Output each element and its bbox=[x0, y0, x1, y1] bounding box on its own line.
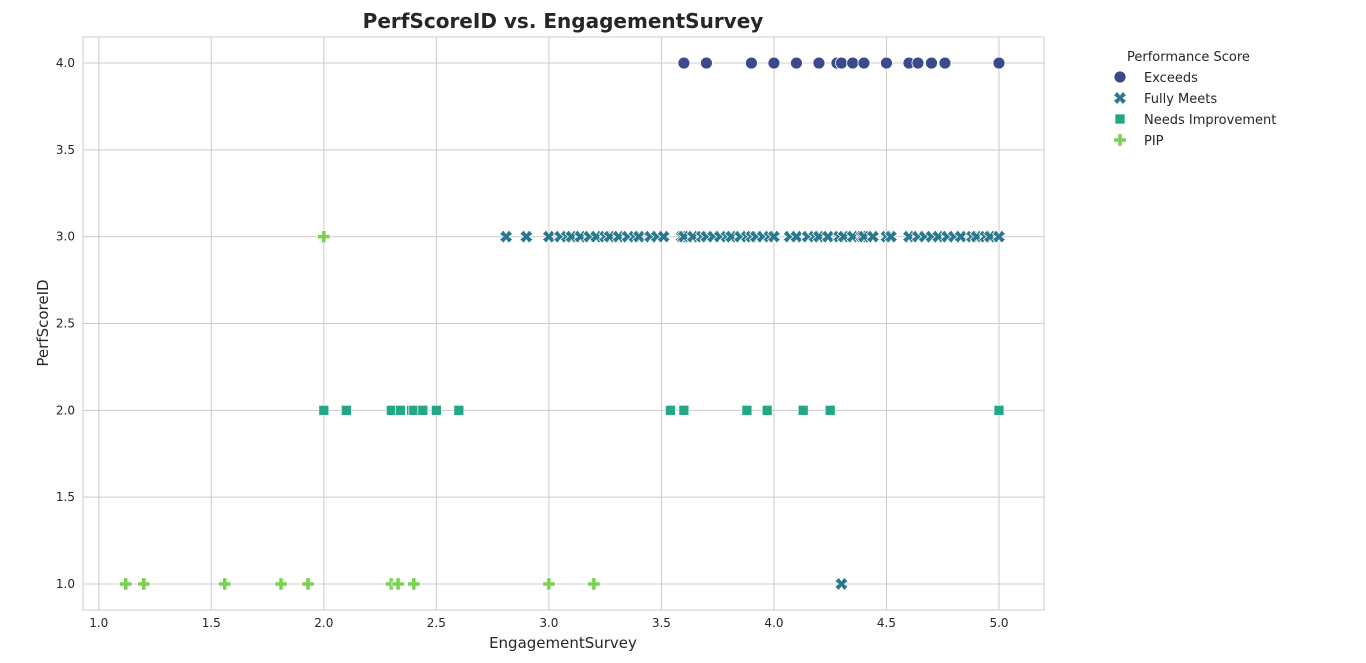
series-needs-improvement bbox=[318, 404, 1005, 416]
data-point bbox=[119, 577, 133, 591]
series-fully-meets bbox=[499, 229, 1007, 591]
data-point bbox=[665, 404, 676, 416]
data-point bbox=[865, 229, 880, 244]
series-pip bbox=[119, 230, 601, 591]
data-point bbox=[274, 577, 288, 591]
data-point bbox=[453, 404, 465, 416]
legend-marker bbox=[1113, 133, 1127, 147]
legend-marker bbox=[1114, 113, 1126, 125]
data-point bbox=[812, 56, 826, 70]
data-point bbox=[407, 577, 421, 591]
data-point bbox=[761, 404, 773, 416]
data-point bbox=[656, 229, 671, 244]
data-points bbox=[119, 56, 1007, 591]
legend-title: Performance Score bbox=[1127, 50, 1250, 65]
data-point bbox=[137, 577, 151, 591]
plot-area-frame bbox=[82, 36, 1045, 611]
data-point bbox=[700, 56, 713, 70]
data-point bbox=[391, 577, 405, 591]
data-point bbox=[824, 404, 836, 416]
legend-label: Exceeds bbox=[1144, 71, 1198, 86]
x-tick-label: 4.5 bbox=[877, 616, 896, 630]
data-point bbox=[317, 230, 331, 244]
legend-item: Exceeds bbox=[1113, 70, 1198, 86]
data-point bbox=[797, 404, 809, 416]
y-tick-label: 1.0 bbox=[56, 577, 75, 591]
legend-label: Fully Meets bbox=[1144, 92, 1217, 107]
legend-item: Needs Improvement bbox=[1114, 113, 1276, 128]
x-tick-label: 1.5 bbox=[202, 616, 221, 630]
data-point bbox=[992, 56, 1006, 70]
x-tick-label: 4.0 bbox=[764, 616, 783, 630]
data-point bbox=[846, 56, 860, 70]
chart-title: PerfScoreID vs. EngagementSurvey bbox=[363, 9, 764, 33]
data-point bbox=[880, 56, 893, 70]
data-point bbox=[408, 404, 420, 416]
data-point bbox=[542, 577, 556, 591]
data-point bbox=[745, 56, 758, 70]
data-point bbox=[318, 404, 330, 416]
data-point bbox=[587, 577, 601, 591]
x-axis-label: EngagementSurvey bbox=[489, 634, 637, 652]
data-point bbox=[301, 577, 315, 591]
data-point bbox=[499, 229, 514, 244]
data-point bbox=[993, 404, 1005, 416]
grid-lines bbox=[83, 37, 1044, 610]
data-point bbox=[741, 404, 753, 416]
data-point bbox=[911, 56, 925, 70]
y-tick-label: 2.0 bbox=[56, 403, 75, 417]
data-point bbox=[677, 56, 691, 70]
legend-item: PIP bbox=[1113, 133, 1164, 149]
data-point bbox=[925, 56, 938, 70]
y-axis-label: PerfScoreID bbox=[34, 279, 52, 366]
data-point bbox=[385, 404, 397, 416]
data-point bbox=[766, 229, 781, 244]
legend-label: PIP bbox=[1144, 134, 1164, 149]
legend-marker bbox=[1112, 90, 1128, 106]
data-point bbox=[519, 229, 534, 244]
y-tick-label: 2.5 bbox=[56, 317, 75, 331]
data-point bbox=[430, 404, 442, 416]
y-tick-label: 1.5 bbox=[56, 490, 75, 504]
legend: Performance Score Exceeds Fully Meets Need… bbox=[1112, 50, 1276, 149]
y-tick-label: 3.0 bbox=[56, 230, 75, 244]
data-point bbox=[938, 56, 952, 70]
data-point bbox=[340, 404, 352, 416]
tick-labels: 1.0 1.5 2.0 2.5 3.0 3.5 4.0 4.5 5.0 1.0 1.5 2.0 2.5 3… bbox=[56, 56, 1009, 630]
data-point bbox=[883, 229, 898, 244]
legend-marker bbox=[1113, 70, 1127, 84]
data-point bbox=[834, 576, 849, 591]
x-tick-label: 2.0 bbox=[314, 616, 333, 630]
data-point bbox=[857, 56, 871, 70]
x-tick-label: 3.5 bbox=[652, 616, 671, 630]
y-tick-label: 3.5 bbox=[56, 143, 75, 157]
x-tick-label: 1.0 bbox=[89, 616, 108, 630]
data-point bbox=[417, 404, 429, 416]
data-point bbox=[218, 577, 232, 591]
x-tick-label: 3.0 bbox=[539, 616, 558, 630]
legend-item: Fully Meets bbox=[1112, 90, 1217, 107]
data-point bbox=[394, 404, 406, 416]
series-exceeds bbox=[677, 56, 1006, 70]
data-point bbox=[835, 56, 848, 70]
y-tick-label: 4.0 bbox=[56, 56, 75, 70]
data-point bbox=[991, 229, 1007, 244]
x-tick-label: 5.0 bbox=[989, 616, 1008, 630]
data-point bbox=[767, 56, 781, 70]
data-point bbox=[678, 404, 690, 416]
legend-label: Needs Improvement bbox=[1144, 113, 1276, 128]
data-point bbox=[790, 56, 803, 70]
x-tick-label: 2.5 bbox=[427, 616, 446, 630]
